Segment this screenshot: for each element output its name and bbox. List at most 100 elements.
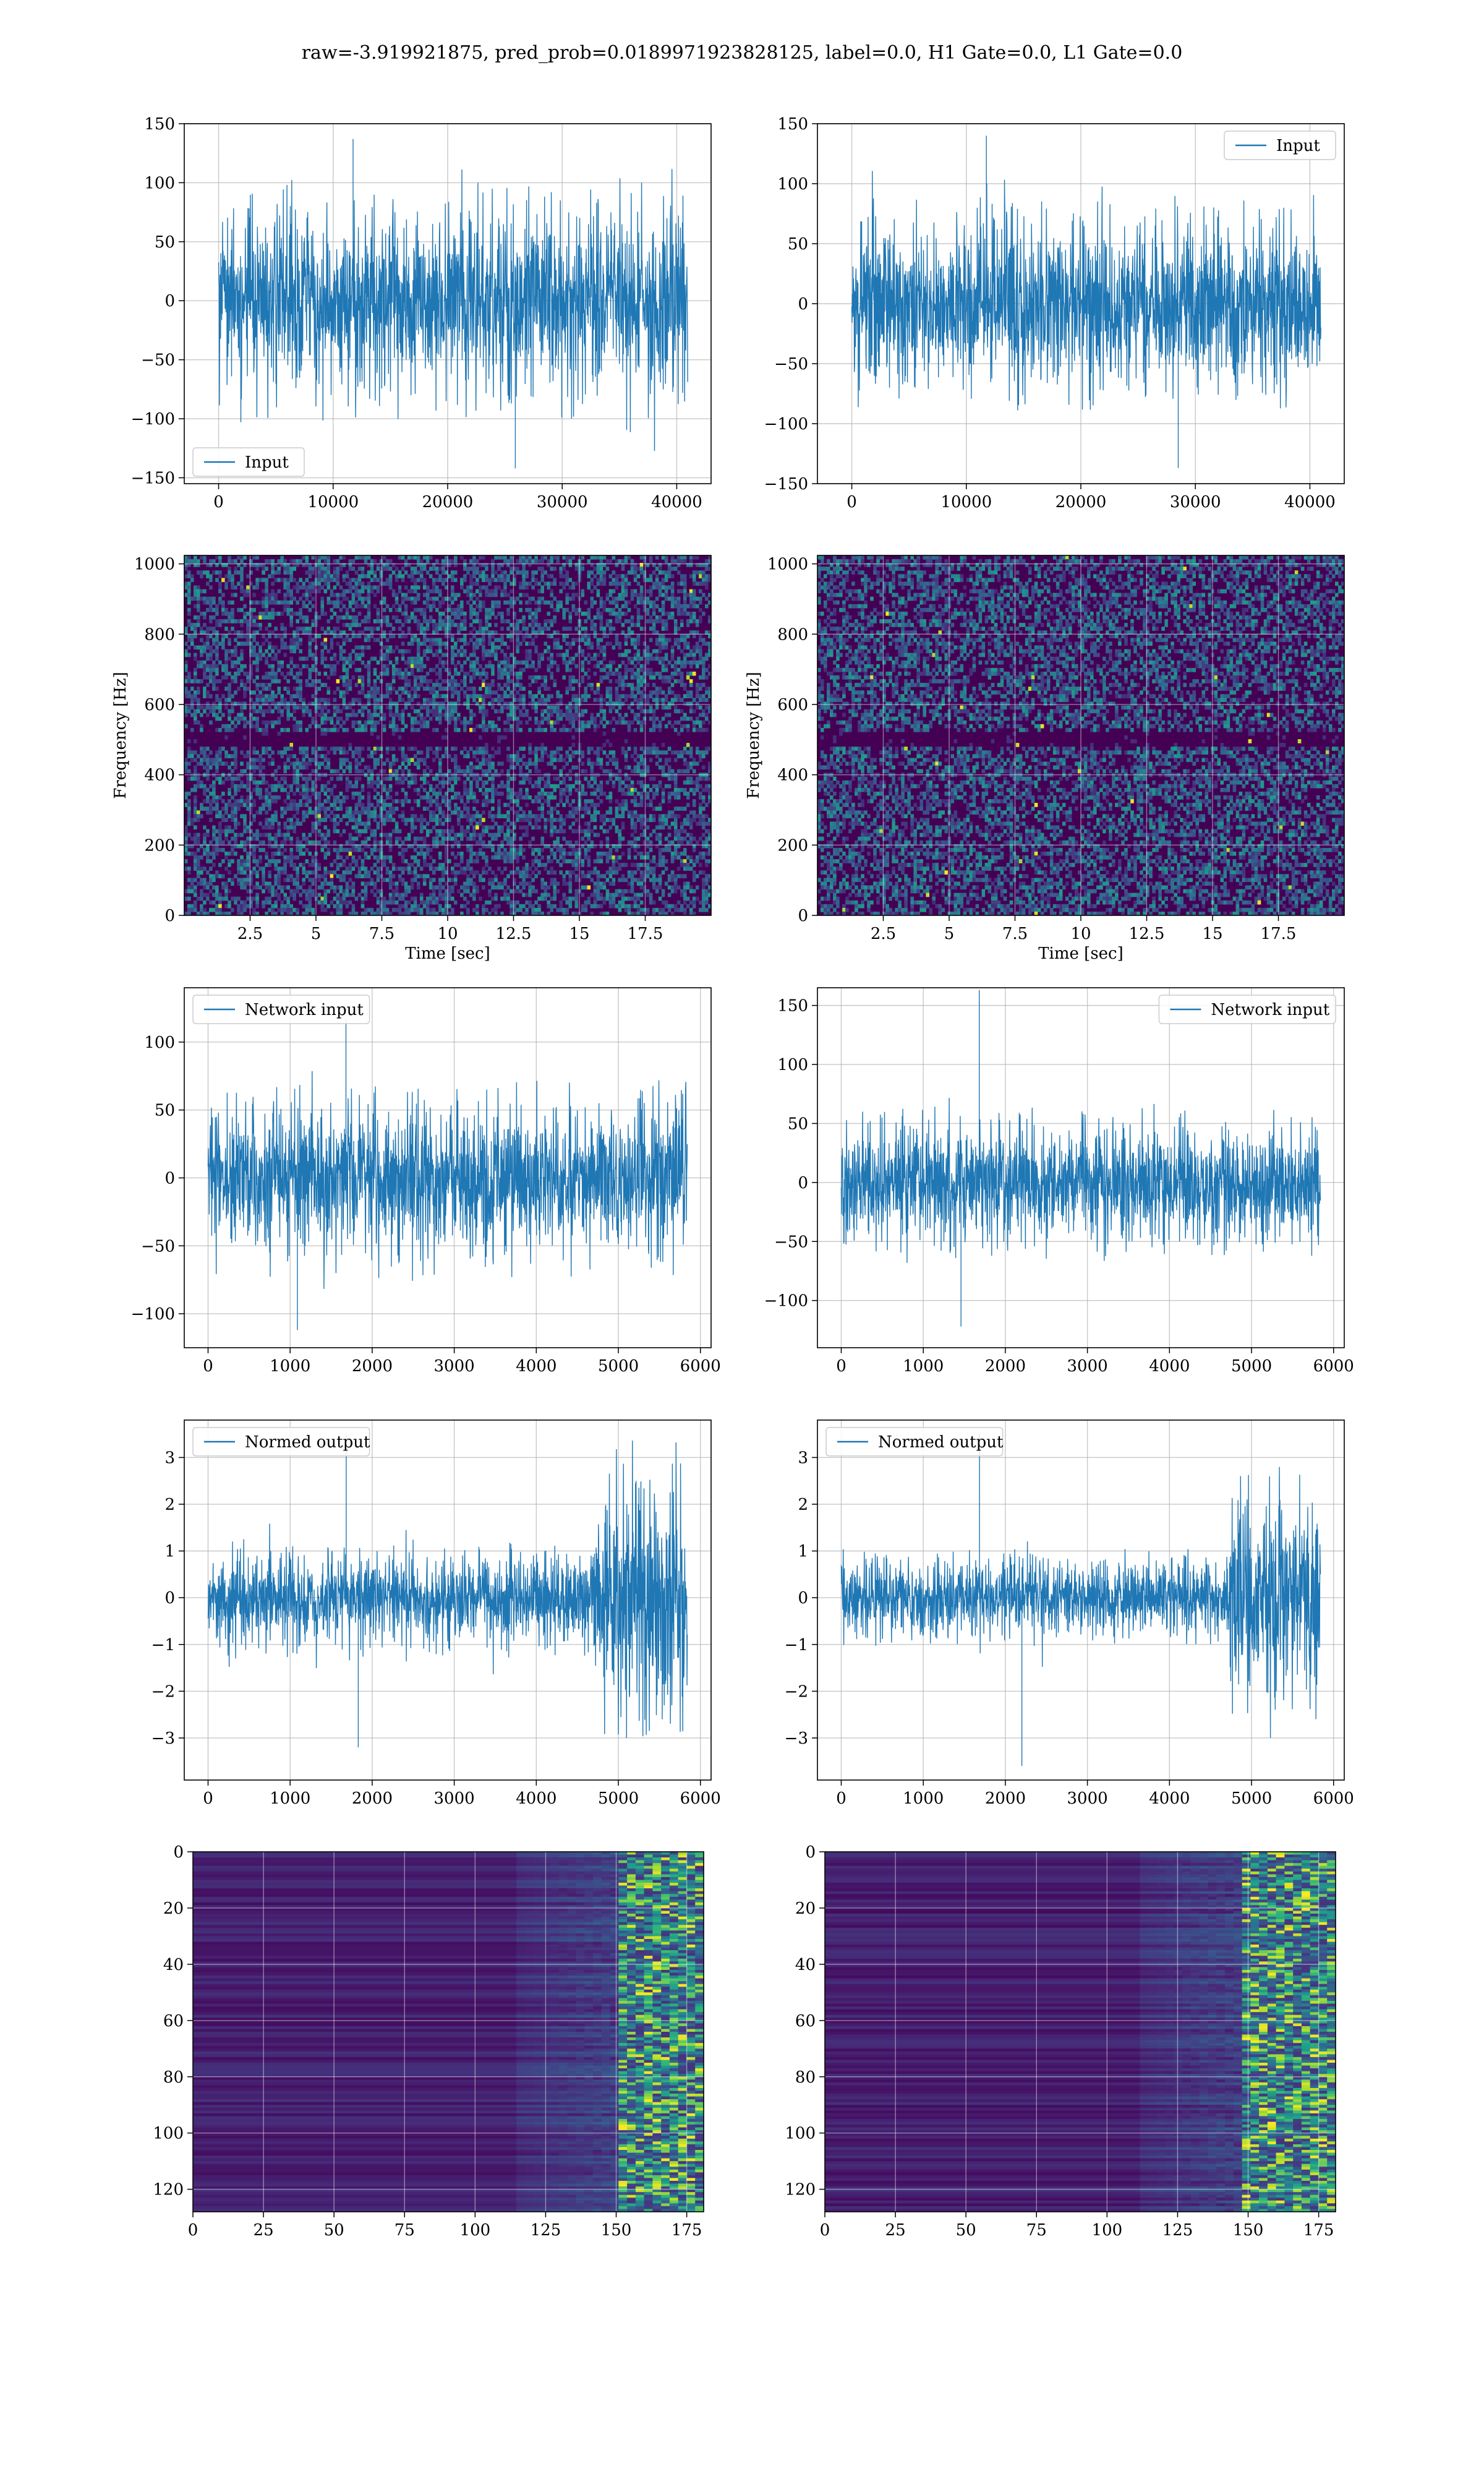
x-tick-label: 40000: [651, 493, 702, 511]
legend-label: Input: [245, 453, 289, 472]
y-tick-label: 0: [164, 1169, 175, 1188]
x-tick-label: 175: [672, 2221, 702, 2240]
x-tick-label: 1000: [903, 1357, 944, 1376]
y-tick-label: −100: [131, 410, 175, 429]
y-tick-label: −50: [141, 1237, 175, 1256]
y-tick-label: 2: [798, 1496, 808, 1514]
x-tick-label: 2.5: [871, 925, 896, 943]
x-tick-label: 5: [311, 925, 322, 943]
chart-normed-output-h1: 0 1000 2000 3000 4000 5000 6000−3−2−10123Norme…: [151, 1420, 721, 1808]
y-tick-label: 150: [777, 997, 808, 1016]
x-tick-label: 10000: [307, 493, 359, 511]
y-tick-label: 80: [795, 2068, 816, 2087]
x-tick-label: 17.5: [628, 925, 663, 943]
x-tick-label: 6000: [680, 1357, 721, 1376]
y-axis-label: Frequency [Hz]: [111, 672, 130, 799]
chart-normed-output-l1: 0 1000 2000 3000 4000 5000 6000−3−2−10123Norme…: [785, 1420, 1354, 1808]
series-line: [208, 1434, 688, 1747]
x-tick-label: 25: [254, 2221, 274, 2240]
x-tick-label: 2000: [985, 1357, 1026, 1376]
y-tick-label: −100: [131, 1305, 175, 1324]
y-tick-label: −100: [764, 415, 808, 434]
series-line: [852, 135, 1321, 468]
y-tick-label: 100: [777, 175, 808, 194]
y-tick-label: 150: [144, 115, 175, 134]
y-tick-label: −3: [151, 1729, 175, 1748]
y-tick-label: 50: [788, 235, 808, 254]
y-tick-label: 80: [163, 2068, 184, 2087]
x-tick-label: 50: [324, 2221, 344, 2240]
x-tick-label: 0: [188, 2221, 198, 2240]
x-tick-label: 10: [1070, 925, 1091, 943]
x-tick-label: 3000: [1067, 1789, 1108, 1808]
x-tick-label: 100: [460, 2221, 491, 2240]
legend-label: Network input: [245, 1001, 364, 1019]
x-tick-label: 10000: [940, 493, 992, 511]
x-tick-label: 0: [836, 1357, 846, 1376]
y-tick-label: 0: [798, 907, 808, 925]
y-tick-label: 1000: [134, 555, 175, 574]
y-tick-label: 40: [795, 1956, 816, 1974]
legend-label: Network input: [1211, 1001, 1329, 1019]
y-tick-label: 0: [164, 292, 175, 310]
legend-label: Normed output: [878, 1433, 1004, 1452]
legend: Input: [193, 448, 304, 476]
y-tick-label: 600: [777, 696, 808, 714]
y-tick-label: 2: [164, 1496, 175, 1514]
x-tick-label: 15: [569, 925, 589, 943]
x-tick-label: 2000: [352, 1357, 393, 1376]
y-tick-label: 0: [798, 1174, 808, 1192]
y-tick-label: 50: [155, 1102, 175, 1120]
y-tick-label: −2: [785, 1682, 808, 1701]
legend-label: Input: [1276, 137, 1320, 155]
y-tick-label: 1: [798, 1543, 808, 1561]
y-tick-label: 120: [785, 2181, 816, 2199]
feature-map-image: [193, 1852, 704, 2212]
y-tick-label: 600: [144, 696, 175, 714]
x-tick-label: 15: [1202, 925, 1222, 943]
x-tick-label: 5000: [598, 1357, 639, 1376]
y-tick-label: 0: [798, 295, 808, 314]
x-tick-label: 5000: [1231, 1789, 1272, 1808]
x-tick-label: 20000: [422, 493, 474, 511]
x-tick-label: 0: [836, 1789, 846, 1808]
y-tick-label: −50: [774, 1233, 808, 1251]
x-tick-label: 75: [394, 2221, 415, 2240]
y-tick-label: 0: [164, 907, 175, 925]
y-tick-label: 20: [795, 1899, 816, 1918]
y-tick-label: 3: [798, 1449, 808, 1467]
x-tick-label: 5000: [1231, 1357, 1272, 1376]
y-tick-label: −2: [151, 1682, 175, 1701]
x-tick-label: 40000: [1284, 493, 1336, 511]
y-tick-label: −100: [764, 1292, 808, 1311]
y-tick-label: 0: [805, 1843, 816, 1862]
x-tick-label: 3000: [434, 1357, 475, 1376]
y-tick-label: 1000: [767, 555, 808, 574]
x-tick-label: 2.5: [237, 925, 263, 943]
y-tick-label: 20: [163, 1899, 184, 1918]
y-tick-label: 150: [777, 115, 808, 134]
x-tick-label: 0: [846, 493, 857, 511]
y-tick-label: 0: [173, 1843, 184, 1862]
x-tick-label: 75: [1026, 2221, 1047, 2240]
x-tick-label: 20000: [1055, 493, 1107, 511]
y-tick-label: −1: [151, 1636, 175, 1654]
x-tick-label: 0: [820, 2221, 830, 2240]
x-tick-label: 30000: [1170, 493, 1221, 511]
x-tick-label: 4000: [516, 1789, 556, 1808]
legend: Normed output: [193, 1427, 370, 1456]
y-tick-label: 200: [144, 836, 175, 855]
x-tick-label: 5: [944, 925, 955, 943]
x-tick-label: 5000: [598, 1789, 639, 1808]
y-tick-label: −150: [764, 475, 808, 494]
y-tick-label: 100: [144, 174, 175, 192]
x-tick-label: 100: [1092, 2221, 1123, 2240]
x-tick-label: 150: [601, 2221, 632, 2240]
legend: Input: [1224, 131, 1336, 160]
y-tick-label: 400: [777, 766, 808, 785]
x-tick-label: 12.5: [1129, 925, 1165, 943]
x-tick-label: 125: [1162, 2221, 1193, 2240]
